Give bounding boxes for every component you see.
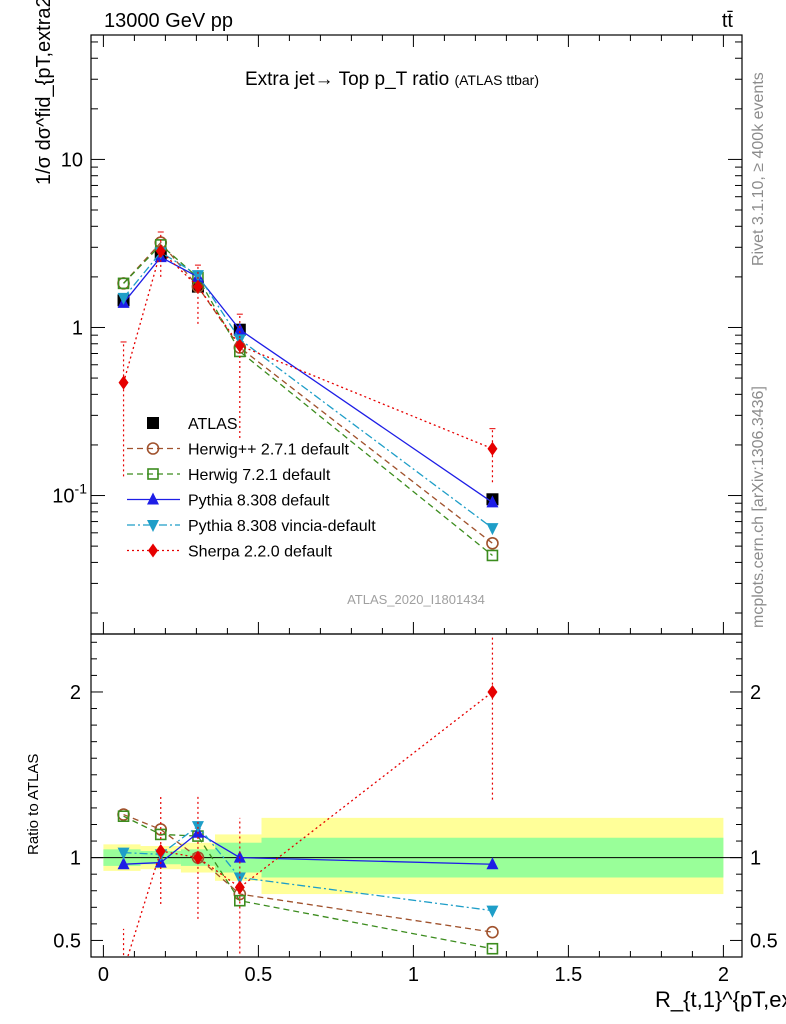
ratio-line-sherpa	[127, 691, 493, 957]
ratio-marker-herwig7	[234, 894, 246, 907]
ratio-y-tick-label: 1	[70, 848, 81, 870]
ratio-marker-vincia	[117, 847, 130, 860]
mcplots-citation-label: mcplots.cern.ch [arXiv:1306.3436]	[750, 386, 767, 628]
top-y-tick-label: 10	[61, 149, 83, 171]
ratio-marker-sherpa	[192, 850, 203, 865]
ratio-marker-pythia	[154, 855, 167, 868]
legend-marker-herwig7	[147, 468, 159, 480]
marker-vincia	[117, 292, 130, 305]
marker-vincia	[486, 523, 499, 536]
ratio-y-tick-label: 0.5	[53, 930, 81, 952]
legend: ATLAS Herwig++ 2.7.1 default Herwig 7.2.1 …	[127, 416, 376, 561]
marker-sherpa	[192, 279, 203, 294]
series-line-sherpa	[122, 249, 493, 450]
marker-sherpa	[234, 338, 245, 353]
ratio-marker-herwig7	[154, 828, 167, 841]
series-line-vincia	[123, 251, 493, 529]
marker-sherpa	[118, 375, 129, 390]
legend-marker-vincia	[147, 520, 159, 532]
legend-marker-ATLAS	[147, 417, 159, 429]
ratio-panel-curves	[117, 634, 499, 977]
legend-label-ATLAS: ATLAS	[188, 416, 238, 433]
ratio-y-tick-label-right: 1	[750, 848, 761, 870]
legend-label-pythia: Pythia 8.308 default	[188, 493, 330, 510]
marker-sherpa	[487, 441, 498, 456]
process-label: tt̄	[722, 10, 734, 32]
legend-label-herwigpp: Herwig++ 2.7.1 default	[188, 442, 350, 459]
marker-herwigpp	[486, 536, 499, 550]
main-title: Extra jet→ Top p_T ratio (ATLAS ttbar)	[245, 69, 539, 90]
marker-herwig7	[117, 277, 130, 290]
ratio-marker-vincia	[486, 905, 499, 918]
ratio-marker-herwig7	[117, 810, 130, 823]
ratio-bands	[91, 817, 742, 895]
ratio-y-axis-label: Ratio to ATLAS	[25, 754, 42, 855]
ratio-y-tick-label-right: 0.5	[750, 930, 778, 952]
energy-label: 13000 GeV pp	[104, 10, 233, 32]
x-tick-label: 0.5	[244, 964, 272, 986]
legend-label-vincia: Pythia 8.308 vincia-default	[188, 518, 376, 535]
marker-pythia	[486, 495, 499, 508]
x-tick-label: 1	[408, 964, 419, 986]
top-panel-curves	[117, 231, 499, 562]
ratio-marker-sherpa	[234, 880, 245, 895]
ratio-marker-sherpa	[487, 684, 498, 699]
ratio-y-tick-label: 2	[70, 682, 81, 704]
legend-label-sherpa: Sherpa 2.2.0 default	[188, 544, 333, 561]
legend-marker-sherpa	[148, 543, 158, 558]
x-tick-label: 1.5	[554, 964, 582, 986]
marker-pythia	[233, 322, 246, 335]
curves	[117, 231, 499, 977]
ratio-marker-herwig7	[486, 942, 499, 955]
ratio-marker-sherpa	[155, 843, 166, 858]
ratio-y-tick-label-right: 2	[750, 682, 761, 704]
x-axis-label: R_{t,1}^{pT,extra2}	[655, 987, 786, 1012]
marker-vincia	[191, 270, 204, 283]
main-title-note: (ATLAS ttbar)	[454, 72, 539, 88]
top-y-tick-label: 1	[72, 317, 83, 339]
ratio-marker-herwigpp	[486, 925, 499, 939]
ratio-marker-pythia	[486, 857, 499, 870]
axes: 0 0.5 1 1.5 2 10-1 1 10 0.5 0.5 1 1 2 2	[52, 34, 778, 986]
legend-marker-herwigpp	[146, 442, 160, 455]
top-y-axis-label: 1/σ dσ^fid_{pT,extra2}/dR_{t,1}	[33, 0, 55, 185]
marker-herwig7	[486, 549, 499, 562]
x-tick-label: 2	[718, 964, 729, 986]
ratio-line-herwig7	[123, 815, 493, 950]
marker-sherpa	[155, 244, 166, 259]
main-title-text: Extra jet→ Top p_T ratio	[245, 69, 449, 90]
legend-marker-pythia	[147, 492, 159, 505]
ratio-marker-pythia	[117, 857, 130, 870]
ratio-panel-frame	[90, 633, 743, 958]
rivet-version-label: Rivet 3.1.10, ≥ 400k events	[750, 72, 767, 266]
analysis-watermark: ATLAS_2020_I1801434	[347, 592, 485, 607]
x-tick-label: 0	[98, 964, 109, 986]
series-line-pythia	[123, 256, 493, 503]
legend-label-herwig7: Herwig 7.2.1 default	[188, 467, 331, 484]
ratio-marker-sherpa	[119, 963, 129, 977]
top-y-tick-label: 10-1	[52, 481, 87, 508]
